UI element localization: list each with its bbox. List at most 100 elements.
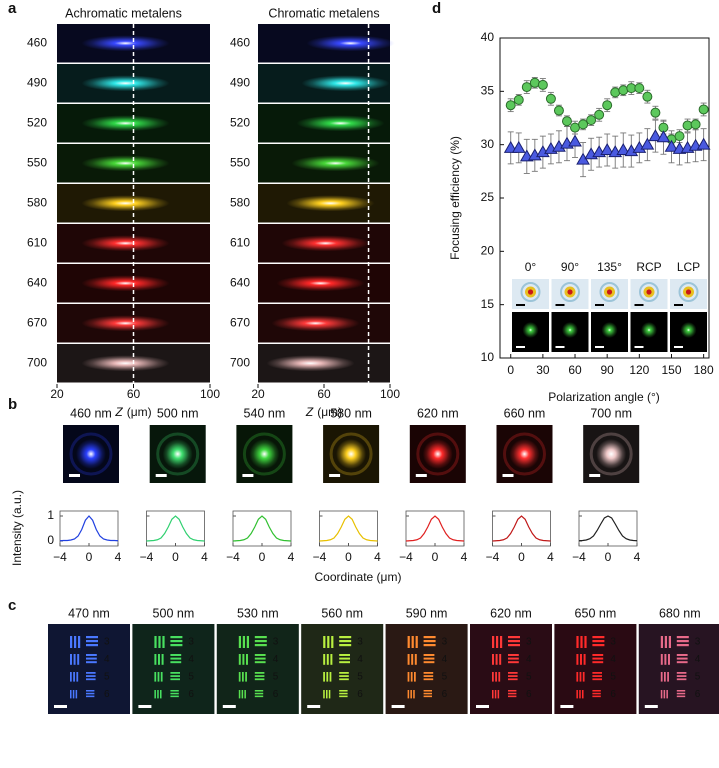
row-label: 700	[230, 355, 250, 369]
scale-bar	[595, 346, 604, 348]
scale-bar	[674, 304, 683, 306]
image-label: 650 nm	[575, 606, 617, 620]
row-label: 610	[27, 235, 47, 249]
target-bar	[423, 640, 436, 643]
target-bar	[86, 636, 98, 639]
data-point	[634, 83, 645, 94]
target-bar	[423, 695, 432, 698]
x-axis-symbol: Z	[305, 405, 314, 419]
inset-spot-core	[685, 289, 692, 295]
x-tick-label: 0	[605, 550, 612, 564]
target-tint	[132, 624, 215, 714]
target-bar	[339, 636, 352, 639]
target-bar	[423, 654, 435, 656]
target-bar	[170, 654, 182, 656]
target-bar	[339, 675, 349, 677]
scale-bar	[644, 705, 658, 708]
target-bar	[254, 675, 265, 677]
target-bar	[664, 672, 666, 682]
x-tick-label: 90	[600, 363, 614, 377]
scale-bar	[589, 474, 601, 477]
target-bar	[660, 672, 663, 682]
focal-spot	[286, 195, 375, 212]
y-tick-label: 30	[481, 137, 495, 151]
target-bar	[70, 654, 72, 665]
row-label: 550	[230, 155, 250, 169]
target-bar	[157, 672, 160, 682]
data-point	[642, 91, 653, 102]
inset-ring	[678, 282, 699, 302]
target-bar	[73, 672, 75, 682]
target-bar	[86, 661, 97, 664]
x-tick-label: 60	[317, 387, 331, 401]
target-bar	[676, 636, 689, 639]
x-tick-label: 0	[172, 550, 179, 564]
data-point	[616, 142, 631, 155]
x-tick-label: 20	[50, 387, 64, 401]
focal-spot	[81, 115, 170, 132]
y-tick-label: 20	[481, 244, 495, 258]
focal-spot	[276, 275, 365, 292]
scale-bar	[595, 304, 604, 306]
y-tick-label: 15	[481, 297, 495, 311]
data-point	[664, 139, 679, 152]
data-point	[513, 94, 524, 105]
spot-label: 460 nm	[70, 406, 112, 420]
target-bar	[326, 672, 329, 682]
image-label: 470 nm	[68, 606, 110, 620]
scale-bar	[674, 346, 683, 348]
profile-line	[146, 515, 205, 542]
data-point	[568, 134, 582, 147]
x-axis-symbol: Z	[114, 405, 123, 419]
target-bar	[414, 672, 416, 682]
scale-bar	[555, 304, 565, 306]
row-label: 610	[230, 235, 250, 249]
target-bar	[676, 675, 687, 677]
row-label: 520	[230, 115, 250, 129]
target-bar	[496, 636, 499, 648]
target-bar	[86, 678, 96, 681]
panel-label: c	[8, 597, 16, 614]
scale-bar	[307, 705, 321, 708]
target-bar	[668, 636, 671, 648]
target-bar	[508, 640, 520, 643]
scale-bar	[155, 474, 167, 477]
target-bar	[492, 636, 495, 648]
spot-label: 620 nm	[417, 406, 459, 420]
target-bar	[580, 654, 582, 665]
target-bar	[664, 654, 667, 665]
target-bar	[238, 654, 241, 665]
strip-title: Achromatic metalens	[65, 6, 182, 20]
focal-spot	[306, 35, 395, 52]
target-bar	[170, 678, 180, 681]
group-label: 6	[104, 689, 110, 700]
focal-spot	[266, 355, 355, 372]
target-bar	[339, 640, 352, 643]
row-label: 460	[230, 35, 250, 49]
target-bar	[254, 690, 264, 692]
target-bar	[660, 636, 663, 648]
group-label: 3	[526, 637, 532, 648]
profile-line	[405, 515, 465, 542]
x-tick-label: 0	[518, 550, 525, 564]
target-bar	[86, 690, 95, 692]
x-axis-label: Polarization angle (°)	[548, 390, 660, 404]
target-bar	[242, 672, 244, 682]
target-image	[638, 624, 719, 714]
x-tick-label: −4	[226, 550, 240, 564]
target-bar	[170, 636, 183, 639]
inset-label: RCP	[636, 260, 661, 274]
data-point	[690, 119, 701, 130]
target-bar	[508, 636, 520, 639]
target-bar	[492, 690, 494, 699]
target-bar	[339, 654, 350, 656]
x-tick-label: 4	[634, 550, 641, 564]
target-bar	[592, 692, 601, 695]
target-bar	[323, 636, 326, 648]
data-point	[553, 105, 564, 116]
target-image	[301, 624, 384, 714]
spot-ring	[156, 432, 200, 476]
target-bar	[254, 654, 266, 656]
target-bar	[254, 644, 267, 647]
x-tick-label: 60	[127, 387, 141, 401]
